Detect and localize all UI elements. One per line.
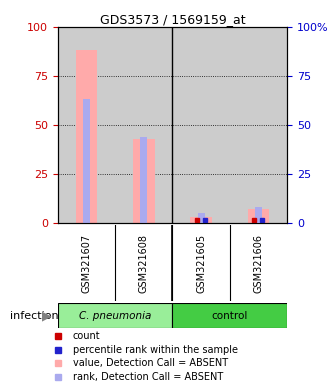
Bar — [248, 209, 269, 223]
Bar — [173, 303, 287, 328]
Text: control: control — [212, 311, 248, 321]
Bar — [133, 139, 155, 223]
Text: ▶: ▶ — [42, 310, 51, 322]
Bar — [140, 137, 147, 223]
Text: percentile rank within the sample: percentile rank within the sample — [73, 345, 238, 355]
Bar — [173, 27, 230, 223]
Text: infection: infection — [10, 311, 58, 321]
Text: GSM321605: GSM321605 — [196, 233, 206, 293]
Bar — [255, 207, 262, 223]
Bar — [198, 213, 205, 223]
Bar — [76, 50, 97, 223]
Bar — [190, 217, 212, 223]
Text: GSM321607: GSM321607 — [82, 233, 91, 293]
Bar — [58, 27, 115, 223]
Text: rank, Detection Call = ABSENT: rank, Detection Call = ABSENT — [73, 372, 223, 382]
Title: GDS3573 / 1569159_at: GDS3573 / 1569159_at — [100, 13, 245, 26]
Bar — [83, 99, 90, 223]
Bar — [230, 27, 287, 223]
Text: GSM321606: GSM321606 — [253, 233, 263, 293]
Text: GSM321608: GSM321608 — [139, 233, 149, 293]
Bar — [115, 27, 173, 223]
Text: C. pneumonia: C. pneumonia — [79, 311, 151, 321]
Text: value, Detection Call = ABSENT: value, Detection Call = ABSENT — [73, 358, 228, 368]
Bar — [58, 303, 173, 328]
Text: count: count — [73, 331, 101, 341]
